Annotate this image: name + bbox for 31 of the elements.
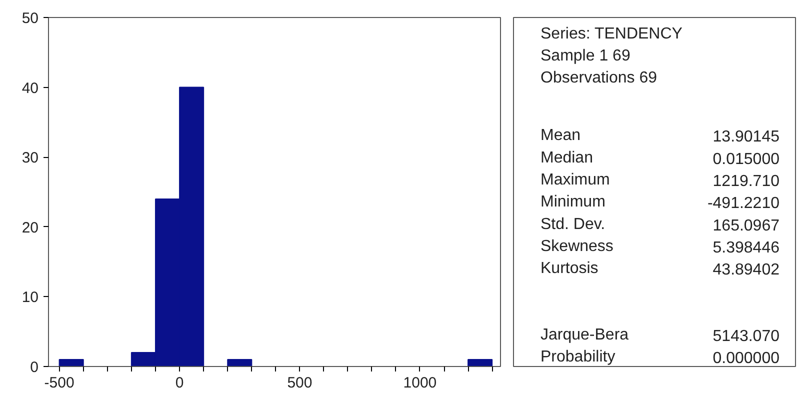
x-tick-label: -500 <box>44 374 74 392</box>
category-label: Jarque-Bera <box>540 326 629 344</box>
y-tick-label: 20 <box>22 219 39 236</box>
category-label: Skewness <box>540 238 614 255</box>
data-label: 5.398446 <box>712 239 780 256</box>
data-label: -491.2210 <box>707 195 780 212</box>
y-tick-label: 40 <box>22 80 39 97</box>
data-label: 1219.710 <box>712 172 780 190</box>
data-label: 43.89402 <box>712 262 780 279</box>
y-tick-label: 30 <box>22 150 39 167</box>
category-label: Maximum <box>540 171 610 188</box>
category-label: Minimum <box>540 194 606 211</box>
category-label: Median <box>540 149 593 166</box>
data-label: 0.000000 <box>712 350 780 368</box>
text: Sample 1 69 <box>540 47 630 64</box>
y-tick-label: 0 <box>30 359 38 376</box>
category-label: Mean <box>540 127 581 144</box>
category-label: Probability <box>540 348 616 366</box>
y-tick-label: 10 <box>22 289 39 306</box>
data-label: 0.015000 <box>712 150 780 168</box>
x-tick-label: 0 <box>175 374 184 392</box>
text: Series: TENDENCY <box>540 25 683 42</box>
text: Observations 69 <box>540 70 658 87</box>
y-tick-label: 50 <box>22 10 39 27</box>
x-tick-label: 500 <box>287 374 312 392</box>
data-label: 13.90145 <box>712 128 780 146</box>
data-label: 165.0967 <box>712 217 780 234</box>
x-tick-label: 1000 <box>403 374 437 392</box>
category-label: Std. Dev. <box>540 216 606 233</box>
data-label: 5143.070 <box>712 328 780 346</box>
category-label: Kurtosis <box>540 260 598 278</box>
